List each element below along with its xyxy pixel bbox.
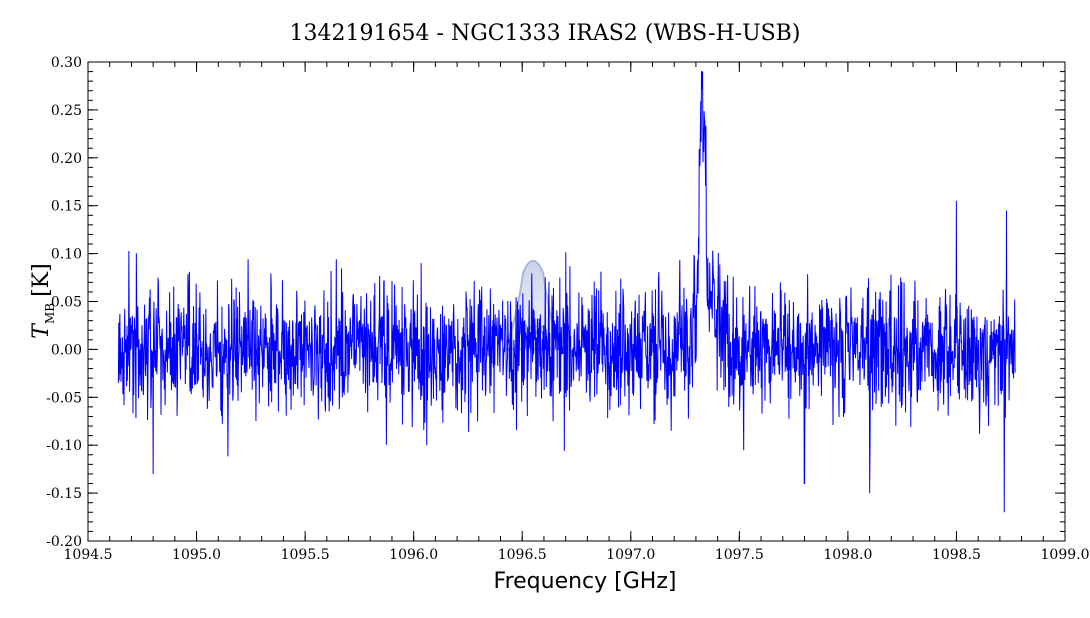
y-tick-label: -0.15 [46, 486, 82, 502]
y-axis-unit: [K] [29, 263, 54, 297]
y-axis-subscript: MB [43, 303, 57, 324]
x-tick-label: 1095.0 [172, 547, 221, 563]
y-tick-label: -0.05 [46, 390, 82, 406]
x-tick-label: 1097.0 [606, 547, 655, 563]
y-tick-label: 0.25 [51, 103, 82, 119]
y-axis-ticks: -0.20 -0.15 -0.10 -0.05 0.00 0.05 0.10 0.15 0.20… [46, 55, 1065, 550]
spectrum-series [117, 71, 1016, 513]
x-tick-label: 1096.0 [389, 547, 438, 563]
x-axis-ticks: 1094.5 1095.0 1095.5 1096.0 1096.5 1097.0 1097… [64, 62, 1090, 563]
x-axis-label: Frequency [GHz] [494, 569, 677, 594]
x-tick-label: 1094.5 [64, 547, 113, 563]
x-tick-label: 1095.5 [281, 547, 330, 563]
y-axis-symbol: T [29, 322, 54, 339]
x-tick-label: 1096.5 [498, 547, 547, 563]
y-tick-label: 0.15 [51, 199, 82, 215]
y-tick-label: -0.10 [46, 438, 82, 454]
y-tick-label: 0.20 [51, 151, 82, 167]
y-tick-label: -0.20 [46, 534, 82, 550]
x-tick-label: 1098.5 [932, 547, 981, 563]
y-tick-label: 0.30 [51, 55, 82, 71]
y-tick-label: 0.05 [51, 295, 82, 311]
y-tick-label: 0.00 [51, 342, 82, 358]
y-tick-label: 0.10 [51, 247, 82, 263]
x-tick-label: 1099.0 [1041, 547, 1090, 563]
chart-title: 1342191654 - NGC1333 IRAS2 (WBS-H-USB) [290, 21, 801, 46]
y-axis-label: TMB [K] [29, 263, 57, 338]
x-tick-label: 1097.5 [715, 547, 764, 563]
x-tick-label: 1098.0 [823, 547, 872, 563]
